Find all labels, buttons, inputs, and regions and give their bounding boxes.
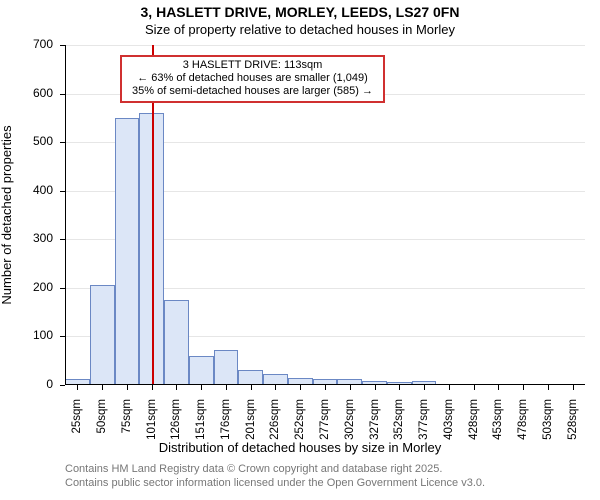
x-tick-mark: [251, 385, 252, 390]
y-axis-line: [65, 45, 66, 385]
y-tick: 100: [0, 328, 53, 342]
x-tick-mark: [152, 385, 153, 390]
bar: [238, 370, 263, 385]
page-title: 3, HASLETT DRIVE, MORLEY, LEEDS, LS27 0F…: [0, 4, 600, 20]
x-tick-mark: [375, 385, 376, 390]
annotation-line-2: ← 63% of detached houses are smaller (1,…: [126, 72, 379, 85]
annotation-line-1: 3 HASLETT DRIVE: 113sqm: [126, 59, 379, 72]
x-tick-mark: [523, 385, 524, 390]
page: 3, HASLETT DRIVE, MORLEY, LEEDS, LS27 0F…: [0, 0, 600, 500]
annotation-box: 3 HASLETT DRIVE: 113sqm ← 63% of detache…: [120, 55, 385, 103]
x-tick-mark: [77, 385, 78, 390]
bar: [90, 285, 115, 385]
y-tick-mark: [60, 45, 65, 46]
bar: [189, 356, 214, 385]
y-tick: 400: [0, 183, 53, 197]
x-tick-mark: [201, 385, 202, 390]
footer-attribution-2: Contains public sector information licen…: [0, 477, 600, 489]
y-tick: 600: [0, 86, 53, 100]
gridline: [65, 45, 585, 46]
x-tick-mark: [573, 385, 574, 390]
y-tick: 700: [0, 37, 53, 51]
x-tick-mark: [449, 385, 450, 390]
x-tick-mark: [350, 385, 351, 390]
x-tick-mark: [275, 385, 276, 390]
y-tick: 200: [0, 280, 53, 294]
bar: [214, 350, 239, 385]
y-axis-label: Number of detached properties: [0, 125, 14, 304]
y-tick: 300: [0, 231, 53, 245]
chart-plot-area: 3 HASLETT DRIVE: 113sqm ← 63% of detache…: [65, 45, 585, 385]
y-tick-mark: [60, 142, 65, 143]
x-tick-mark: [226, 385, 227, 390]
y-tick-mark: [60, 288, 65, 289]
y-tick-mark: [60, 336, 65, 337]
x-tick-mark: [399, 385, 400, 390]
footer-attribution-1: Contains HM Land Registry data © Crown c…: [0, 463, 600, 475]
annotation-line-3: 35% of semi-detached houses are larger (…: [126, 85, 379, 98]
x-tick-mark: [176, 385, 177, 390]
x-axis-label: Distribution of detached houses by size …: [0, 440, 600, 455]
y-tick-mark: [60, 191, 65, 192]
x-tick-mark: [424, 385, 425, 390]
y-tick: 0: [0, 377, 53, 391]
bar: [115, 118, 140, 385]
x-tick-mark: [102, 385, 103, 390]
x-tick-mark: [548, 385, 549, 390]
y-tick: 500: [0, 134, 53, 148]
y-tick-mark: [60, 385, 65, 386]
page-subtitle: Size of property relative to detached ho…: [0, 22, 600, 37]
x-tick-mark: [127, 385, 128, 390]
x-tick-mark: [300, 385, 301, 390]
bar: [164, 300, 189, 385]
y-tick-mark: [60, 94, 65, 95]
x-tick-mark: [498, 385, 499, 390]
x-tick-mark: [325, 385, 326, 390]
y-tick-mark: [60, 239, 65, 240]
x-tick-mark: [474, 385, 475, 390]
